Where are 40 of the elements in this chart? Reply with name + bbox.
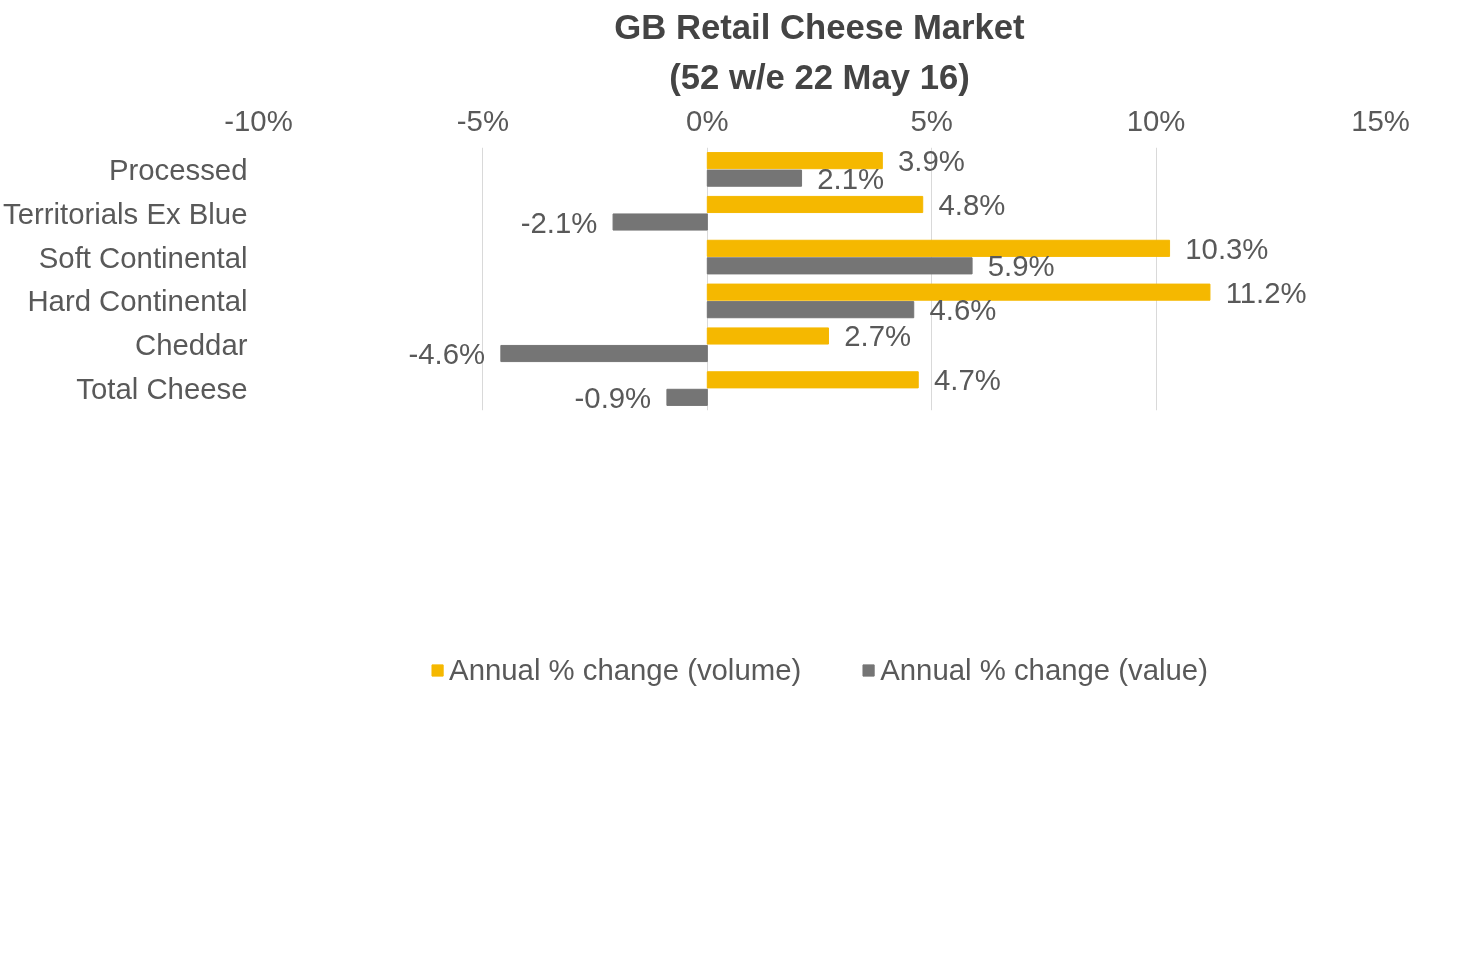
- x-tick-label: 15%: [1351, 103, 1410, 137]
- data-label: 2.7%: [844, 319, 912, 353]
- x-tick-label: 0%: [686, 103, 729, 137]
- bar: [706, 169, 803, 187]
- data-label: 4.8%: [938, 187, 1006, 221]
- data-label: 3.9%: [898, 144, 965, 178]
- x-tick-label: -5%: [456, 103, 509, 137]
- data-label: 5.9%: [987, 249, 1055, 283]
- legend-label: Annual % change (value): [880, 653, 1208, 687]
- y-tick-label: Soft Continental: [38, 240, 248, 274]
- chart-subtitle: (52 w/e 22 May 16): [669, 57, 970, 96]
- y-tick-label: Hard Continental: [27, 284, 248, 318]
- bar: [706, 152, 883, 170]
- bar: [612, 213, 708, 231]
- data-label: 2.1%: [817, 161, 885, 195]
- y-tick-label: Territorials Ex Blue: [3, 196, 248, 230]
- x-tick-label: -10%: [224, 103, 293, 137]
- data-label: 10.3%: [1185, 231, 1269, 265]
- data-label: -4.6%: [408, 337, 486, 371]
- bar: [706, 239, 1171, 257]
- bar: [706, 257, 973, 275]
- y-tick-label: Total Cheese: [76, 372, 248, 406]
- data-label: 4.7%: [933, 363, 1001, 397]
- y-tick-label: Cheddar: [135, 328, 248, 362]
- data-label: -2.1%: [520, 205, 598, 239]
- y-tick-label: Processed: [108, 152, 248, 186]
- legend-label: Annual % change (volume): [449, 653, 802, 687]
- x-tick-label: 5%: [910, 103, 953, 137]
- data-label: 11.2%: [1225, 275, 1307, 309]
- bar: [706, 283, 1211, 301]
- bar: [500, 344, 708, 363]
- chart-title: GB Retail Cheese Market: [614, 7, 1026, 46]
- x-tick-label: 10%: [1126, 103, 1186, 137]
- bar: [706, 371, 919, 389]
- bar: [706, 327, 829, 345]
- bar: [706, 301, 915, 319]
- data-label: 4.6%: [929, 293, 997, 327]
- bar: [666, 388, 708, 406]
- data-label: -0.9%: [574, 380, 652, 414]
- bar: [706, 195, 924, 214]
